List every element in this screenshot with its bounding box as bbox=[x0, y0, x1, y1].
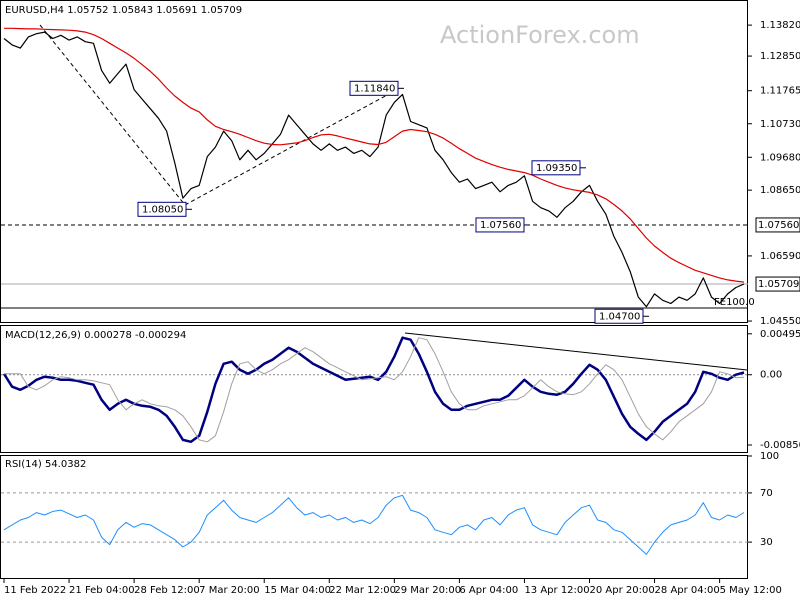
x-tick-label: 22 Mar 12:00 bbox=[329, 585, 396, 596]
y-tick-label: 1.13820 bbox=[760, 20, 800, 31]
macd-title: MACD(12,26,9) 0.000278 -0.000294 bbox=[5, 330, 186, 341]
x-tick-label: 6 Apr 04:00 bbox=[459, 585, 518, 596]
rsi-title: RSI(14) 54.0382 bbox=[5, 459, 86, 470]
y-tick-label: 0.00 bbox=[760, 370, 782, 381]
x-tick-label: 15 Mar 04:00 bbox=[264, 585, 331, 596]
annotation-label: 1.08050 bbox=[142, 204, 183, 215]
annotation-label: 1.09350 bbox=[536, 163, 577, 174]
trend-line bbox=[184, 87, 401, 206]
x-tick-label: 13 Apr 12:00 bbox=[524, 585, 589, 596]
y-tick-label: 0.004956 bbox=[760, 329, 800, 340]
y-tick-label: 1.08650 bbox=[760, 185, 800, 196]
annotation-box bbox=[531, 160, 581, 176]
y-tick-label: 1.11765 bbox=[760, 86, 800, 97]
annotation-label: 1.04700 bbox=[599, 311, 640, 322]
x-tick-label: 29 Mar 20:00 bbox=[394, 585, 461, 596]
level-label: 1.07560 bbox=[758, 220, 799, 231]
annotation-box bbox=[137, 201, 187, 217]
series-line bbox=[4, 27, 745, 283]
y-tick-label: -0.008501 bbox=[760, 440, 800, 451]
y-tick-label: 1.04550 bbox=[760, 316, 800, 327]
y-tick-label: 100 bbox=[760, 451, 779, 462]
annotation-label: 1.11840 bbox=[354, 83, 395, 94]
x-tick-label: 21 Feb 04:00 bbox=[69, 585, 135, 596]
watermark: ActionForex.com bbox=[440, 21, 640, 49]
y-tick-label: 70 bbox=[760, 488, 773, 499]
macd-trend-line bbox=[404, 332, 748, 371]
annotation-box bbox=[475, 217, 525, 233]
fe-label: FE100.0 bbox=[714, 297, 755, 308]
macd-panel bbox=[0, 325, 748, 453]
price-panel bbox=[0, 0, 748, 323]
series-line bbox=[3, 31, 745, 308]
level-label-box bbox=[755, 276, 800, 292]
annotation-box bbox=[594, 308, 644, 324]
x-tick-label: 5 May 12:00 bbox=[720, 585, 782, 596]
price-title: EURUSD,H4 1.05752 1.05843 1.05691 1.0570… bbox=[5, 5, 242, 16]
series-line bbox=[3, 494, 745, 555]
rsi-panel bbox=[0, 455, 748, 579]
y-tick-label: 1.09680 bbox=[760, 152, 800, 163]
x-tick-label: 28 Apr 04:00 bbox=[655, 585, 720, 596]
level-label-box bbox=[755, 217, 800, 233]
annotation-box bbox=[349, 80, 399, 96]
x-tick-label: 20 Apr 20:00 bbox=[589, 585, 654, 596]
y-tick-label: 30 bbox=[760, 537, 773, 548]
annotation-label: 1.07560 bbox=[480, 220, 521, 231]
x-tick-label: 11 Feb 2022 bbox=[4, 585, 66, 596]
y-tick-label: 1.12850 bbox=[760, 51, 800, 62]
trend-line bbox=[39, 24, 186, 206]
y-tick-label: 1.06590 bbox=[760, 251, 800, 262]
x-tick-label: 7 Mar 20:00 bbox=[199, 585, 259, 596]
y-tick-label: 1.10730 bbox=[760, 119, 800, 130]
level-label: 1.05709 bbox=[758, 279, 799, 290]
series-line bbox=[4, 337, 745, 443]
x-tick-label: 28 Feb 12:00 bbox=[134, 585, 200, 596]
